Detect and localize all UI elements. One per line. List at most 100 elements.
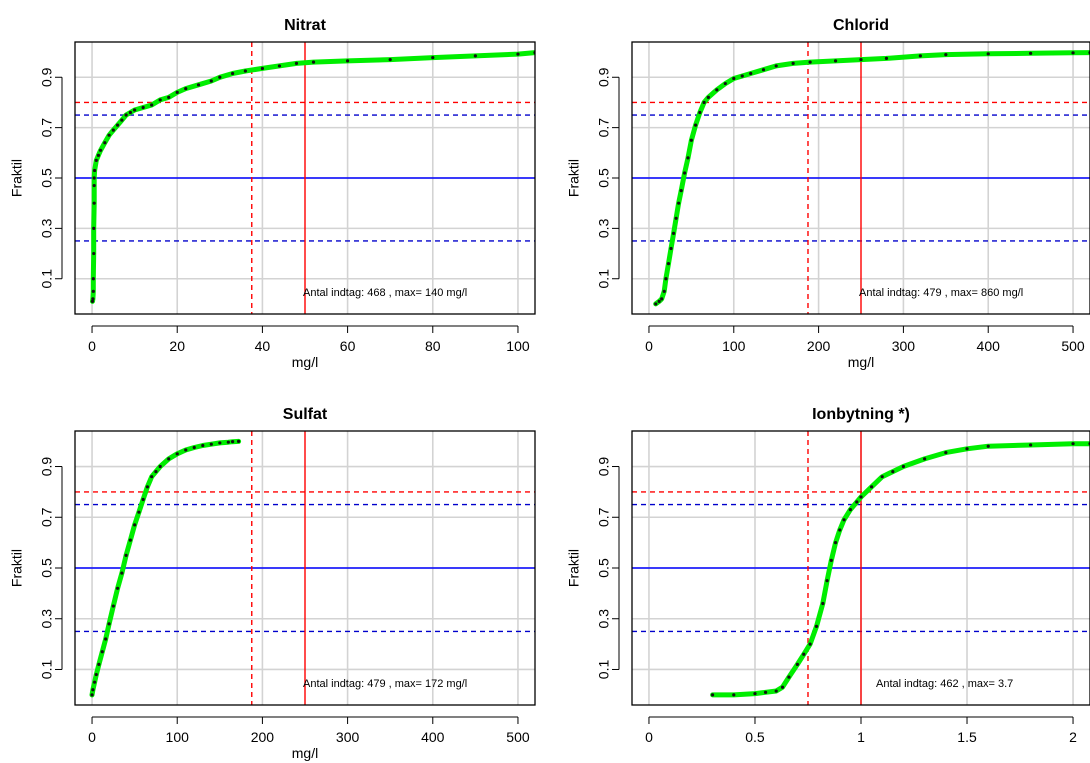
data-point (111, 604, 115, 608)
data-point (431, 56, 435, 60)
x-tick-label: 0 (88, 729, 96, 745)
data-point (732, 76, 736, 81)
data-point (209, 79, 213, 83)
panel-4-annotation: Antal indtag: 462 , max= 3.7 (876, 678, 1013, 690)
data-point (891, 469, 895, 474)
panel-3-series (89, 438, 242, 698)
panel-3-y-axis-label: Fraktil (9, 549, 25, 587)
data-point (243, 69, 247, 73)
data-point (923, 457, 927, 461)
data-point (115, 123, 120, 127)
x-tick-label: 100 (506, 338, 530, 354)
data-point (107, 622, 111, 626)
y-tick-label: 0.9 (596, 457, 612, 477)
data-point (90, 693, 94, 697)
panel-4-title: Ionbytning *) (812, 406, 910, 423)
x-tick-label: 60 (340, 338, 356, 354)
data-point (98, 148, 103, 152)
panel-4-reference-lines (632, 431, 1090, 705)
data-point (1029, 51, 1033, 55)
data-point (740, 74, 744, 78)
data-point (92, 680, 97, 684)
data-point (133, 108, 137, 112)
y-tick-label: 0.7 (596, 507, 612, 527)
data-point (92, 201, 96, 205)
data-point (787, 675, 791, 679)
data-point (92, 168, 97, 173)
data-point (848, 508, 852, 512)
data-point (944, 52, 948, 57)
y-tick-label: 0.1 (39, 660, 55, 680)
data-point (145, 485, 150, 489)
data-point (780, 685, 785, 689)
data-point (880, 475, 884, 479)
data-point (870, 485, 874, 489)
data-point (674, 216, 678, 220)
data-point (388, 58, 392, 62)
data-point (120, 571, 124, 575)
data-point (311, 60, 316, 64)
data-point (723, 81, 727, 86)
data-point (218, 441, 222, 445)
data-point (92, 183, 96, 188)
panel-1: 0 20 40 60 80 100 0.1 0.3 0.5 0.7 0.9 Nitrat mg/l Fra… (9, 17, 536, 370)
data-point (808, 60, 812, 64)
data-point (710, 693, 715, 697)
data-point (706, 95, 710, 100)
data-point (944, 450, 948, 455)
panel-1-annotation: Antal indtag: 468 , max= 140 mg/l (303, 287, 467, 299)
x-tick-label: 1 (857, 729, 865, 745)
panel-4-y-axis: 0.1 0.3 0.5 0.7 0.9 (596, 457, 620, 680)
data-point (97, 662, 101, 667)
data-point (516, 52, 520, 56)
y-tick-label: 0.7 (39, 118, 55, 138)
data-point (260, 66, 265, 71)
x-tick-label: 200 (251, 729, 275, 745)
data-point (965, 447, 969, 451)
data-point (209, 442, 213, 446)
panel-1-y-axis: 0.1 0.3 0.5 0.7 0.9 (39, 67, 63, 288)
data-point (345, 59, 350, 63)
y-tick-label: 0.1 (596, 660, 612, 680)
panel-2-y-axis: 0.1 0.3 0.5 0.7 0.9 (596, 67, 620, 288)
series-line (653, 50, 1090, 307)
data-point (124, 113, 128, 117)
panel-1-frame (74, 41, 536, 315)
x-tick-label: 0 (645, 729, 653, 745)
data-point (150, 475, 154, 479)
data-point (682, 171, 687, 175)
data-point (103, 141, 107, 145)
x-tick-label: 500 (506, 729, 530, 745)
x-tick-label: 0.5 (745, 729, 765, 745)
data-point (91, 297, 95, 301)
x-tick-label: 100 (166, 729, 190, 745)
data-point (1029, 443, 1033, 447)
y-tick-label: 0.5 (39, 558, 55, 578)
data-point (753, 691, 757, 696)
y-tick-label: 0.9 (39, 67, 55, 87)
panel-2-y-axis-label: Fraktil (566, 159, 582, 197)
data-point (1071, 442, 1075, 446)
data-point (141, 105, 145, 110)
x-tick-label: 0 (645, 338, 653, 354)
data-point (842, 518, 846, 522)
panel-2-series (653, 50, 1090, 307)
data-point (107, 133, 111, 137)
data-point (167, 457, 171, 461)
data-point (918, 54, 922, 58)
panel-4-series (710, 441, 1090, 698)
panel-1-x-axis-label: mg/l (292, 354, 318, 370)
data-point (677, 201, 681, 205)
data-point (749, 71, 753, 76)
data-point (901, 464, 906, 469)
panel-3: 0 100 200 300 400 500 0.1 0.3 0.5 0.7 0.9 Sulfat mg/… (9, 406, 536, 761)
data-point (715, 88, 719, 92)
series-line (90, 50, 535, 304)
data-point (175, 452, 179, 456)
data-point (662, 289, 666, 293)
data-point (92, 176, 96, 180)
data-point (91, 688, 95, 692)
panel-3-y-axis: 0.1 0.3 0.5 0.7 0.9 (39, 457, 63, 680)
panel-3-title: Sulfat (283, 406, 328, 423)
